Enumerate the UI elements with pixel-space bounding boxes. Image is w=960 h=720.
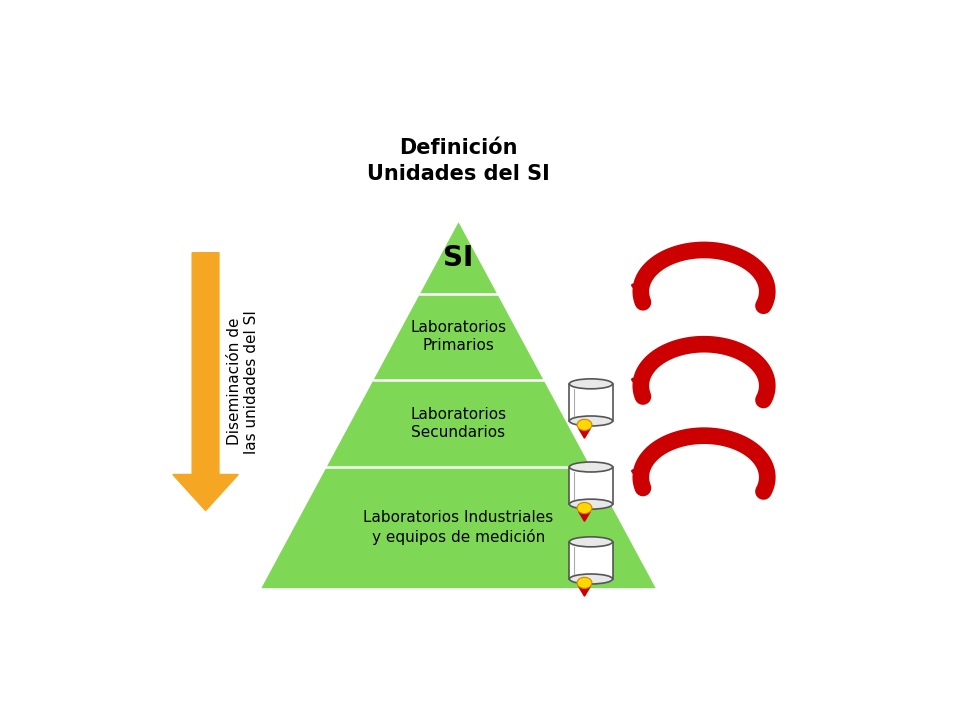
Polygon shape (579, 428, 590, 438)
Circle shape (577, 503, 592, 513)
Polygon shape (261, 222, 656, 588)
FancyArrow shape (173, 253, 238, 510)
Polygon shape (579, 511, 590, 521)
FancyBboxPatch shape (569, 467, 612, 504)
FancyBboxPatch shape (569, 384, 612, 421)
Ellipse shape (569, 499, 612, 509)
Ellipse shape (569, 379, 612, 389)
Circle shape (577, 577, 592, 588)
Ellipse shape (569, 462, 612, 472)
Circle shape (577, 419, 592, 431)
Text: SI: SI (444, 244, 473, 272)
FancyBboxPatch shape (569, 542, 612, 579)
Text: Laboratorios Industriales
y equipos de medición: Laboratorios Industriales y equipos de m… (364, 510, 554, 545)
Text: Diseminación de
las unidades del SI: Diseminación de las unidades del SI (227, 310, 259, 454)
Polygon shape (579, 586, 590, 596)
Ellipse shape (569, 574, 612, 584)
Text: Laboratorios
Secundarios: Laboratorios Secundarios (411, 407, 507, 440)
Text: Laboratorios
Primarios: Laboratorios Primarios (411, 320, 507, 354)
Ellipse shape (569, 537, 612, 546)
Text: Definición
Unidades del SI: Definición Unidades del SI (367, 138, 550, 184)
Ellipse shape (569, 416, 612, 426)
